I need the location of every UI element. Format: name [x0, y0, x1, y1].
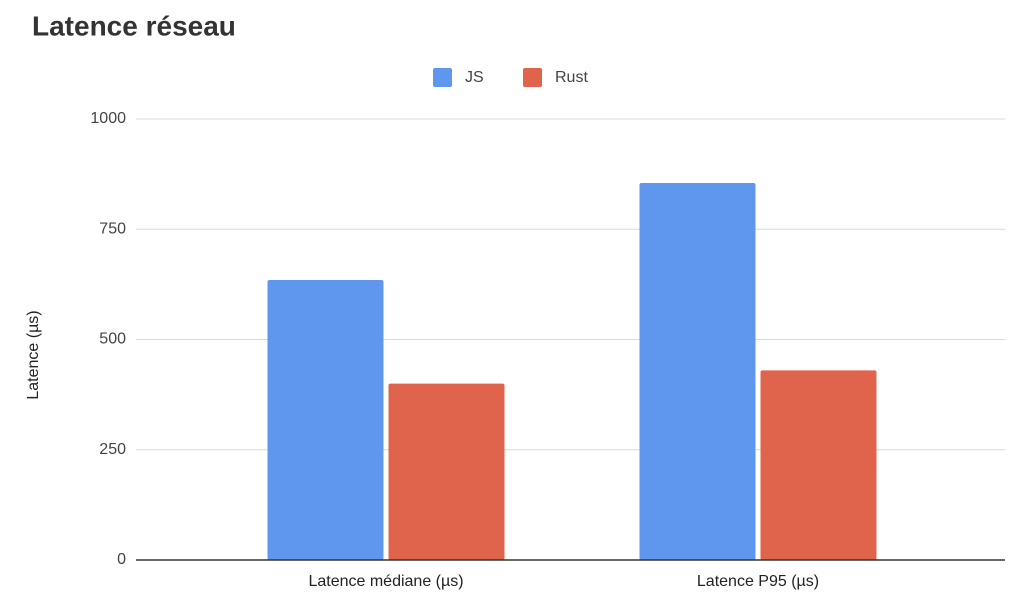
legend-label: Rust [555, 69, 588, 86]
bar [388, 383, 505, 560]
y-tick-label: 0 [117, 551, 126, 568]
x-tick-label: Latence P95 (µs) [697, 573, 819, 590]
legend-label: JS [465, 69, 484, 86]
bar [267, 279, 384, 560]
chart-title: Latence réseau [32, 10, 236, 41]
x-tick-label: Latence médiane (µs) [308, 573, 463, 590]
y-tick-label: 750 [99, 220, 126, 237]
legend-swatch [523, 68, 542, 87]
y-axis-label: Latence (µs) [25, 310, 42, 399]
y-tick-label: 1000 [90, 110, 126, 127]
bar [639, 182, 756, 560]
y-tick-label: 500 [99, 331, 126, 348]
y-tick-label: 250 [99, 441, 126, 458]
bar [760, 370, 877, 560]
legend-swatch [433, 68, 452, 87]
